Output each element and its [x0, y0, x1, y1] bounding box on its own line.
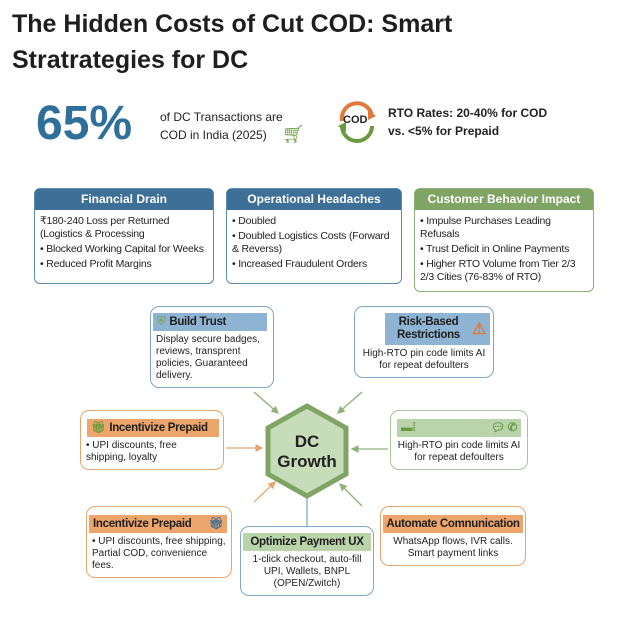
strategy-automate-communication: Automate Comnunication WhatsApp flows, I…	[380, 506, 526, 566]
rto-line: RTO Rates: 20-40% for COD	[388, 106, 548, 120]
card-item: • Reduced Profit Margins	[40, 258, 152, 270]
center-line: Growth	[277, 452, 337, 471]
title-text: Risk-Based Restrictions	[397, 316, 460, 341]
caption-line: COD in India (2025)	[160, 128, 267, 142]
cod-label: COD	[343, 114, 368, 126]
phone-icon: ✆	[507, 422, 518, 434]
channel-icons: ▬⁞ 💬︎ ✆	[397, 419, 521, 437]
rto-line: vs. <5% for Prepaid	[388, 124, 500, 138]
strategy-text: • UPI discounts, free shipping, loyalty	[86, 440, 177, 463]
card-item: • Impulse Purchases Leading Refusals	[420, 215, 551, 240]
cod-cycle-icon: COD	[334, 98, 380, 144]
card-item: • Doubled	[232, 215, 276, 227]
card-item: • Blocked Working Capital for Weeks	[40, 243, 204, 255]
strategy-title: Incentivize Prepaid 🎁︎	[89, 515, 227, 533]
cod-share-caption: of DC Transactions are COD in India (202…	[160, 108, 283, 144]
strategy-build-trust: ⛨ Build Trust Display secure badges, revi…	[150, 306, 274, 388]
strategy-text: • UPI discounts, free shipping, Partial …	[92, 536, 226, 571]
card-title: Customer Behavior Impact	[415, 189, 593, 210]
title-text: Build Trust	[169, 316, 227, 328]
strategy-text: Display secure badges, reviews, transpre…	[156, 334, 260, 381]
cod-share-stat: 65%	[36, 97, 133, 150]
strategy-optimize-payment-ux: Optimize Payment UX 1-click checkout, au…	[240, 526, 374, 596]
center-line: DC	[294, 432, 320, 451]
gift-icon: 🎁︎	[91, 422, 106, 434]
strategy-text: High-RTO pin code limits AI for repeat d…	[397, 440, 521, 463]
strategy-risk-restrictions: Risk-Based Restrictions ⚠ High-RTO pin co…	[354, 306, 494, 378]
strategy-title: Risk-Based Restrictions ⚠	[385, 313, 490, 345]
strategy-title: ⛨ Build Trust	[153, 313, 267, 331]
center-hexagon	[265, 403, 349, 499]
strategy-channels: ▬⁞ 💬︎ ✆ High-RTO pin code limits AI for r…	[390, 410, 528, 470]
shield-icon: ⛨	[157, 316, 166, 328]
card-item: • Doubled Logistics Costs (Forward & Rev…	[232, 230, 390, 255]
card-item: • Higher RTO Volume from Tier 2/3 2/3 Ci…	[420, 258, 576, 283]
strategy-incentivize-prepaid-2: Incentivize Prepaid 🎁︎ • UPI discounts, f…	[86, 506, 232, 578]
center-label: DC Growth	[268, 432, 346, 472]
card-item: • Increased Fraudulent Orders	[232, 258, 368, 270]
title-text: Incentivize Prepaid	[109, 422, 208, 434]
strategy-title: Optimize Payment UX	[243, 533, 371, 551]
card-icon: ▬⁞	[401, 422, 416, 434]
warning-icon: ⚠	[471, 320, 486, 338]
gift-icon: 🎁︎	[208, 518, 224, 530]
card-operational-headaches: Operational Headaches • Doubled • Doubled…	[226, 188, 402, 284]
strategy-incentivize-prepaid: 🎁︎ Incentivize Prepaid • UPI discounts, f…	[80, 410, 224, 470]
title-text: Incentivize Prepaid	[93, 518, 192, 530]
card-title: Operational Headaches	[227, 189, 401, 210]
strategy-title: 🎁︎ Incentivize Prepaid	[87, 419, 219, 437]
card-title: Financial Drain	[35, 189, 213, 210]
rto-stat: RTO Rates: 20-40% for COD vs. <5% for Pr…	[388, 104, 547, 140]
strategy-text: 1-click checkout, auto-fill UPI, Wallets…	[252, 554, 362, 589]
chat-icon: 💬︎	[490, 422, 505, 434]
page-title: The Hidden Costs of Cut COD: Smart Strat…	[12, 10, 453, 74]
card-customer-behavior: Customer Behavior Impact • Impulse Purch…	[414, 188, 594, 292]
strategy-title: Automate Comnunication	[383, 515, 523, 533]
card-financial-drain: Financial Drain ₹180-240 Loss per Return…	[34, 188, 214, 284]
strategy-text: WhatsApp flows, IVR calls. Smart payment…	[393, 536, 513, 559]
strategy-text: High-RTO pin code limits AI for repeat d…	[362, 348, 486, 371]
cart-icon: 🛒︎	[282, 124, 305, 144]
caption-line: of DC Transactions are	[160, 110, 283, 124]
card-item: ₹180-240 Loss per Returned (Logistics & …	[40, 215, 170, 240]
card-item: • Trust Deficit in Online Payments	[420, 243, 570, 255]
